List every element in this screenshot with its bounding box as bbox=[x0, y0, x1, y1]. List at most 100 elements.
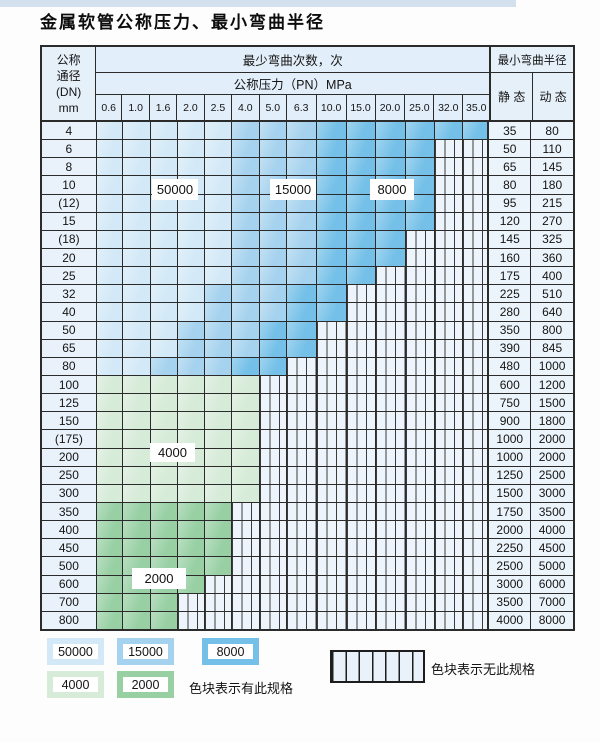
pressure-cell bbox=[232, 230, 261, 248]
dynamic-radius-cell: 2000 bbox=[531, 448, 574, 466]
pressure-cell bbox=[405, 375, 435, 394]
scan-edge-strip bbox=[0, 0, 516, 7]
pressure-cell bbox=[316, 593, 347, 611]
pressure-cell bbox=[346, 448, 376, 466]
pressure-cell bbox=[177, 394, 206, 412]
dn-cell: 6 bbox=[42, 140, 97, 158]
pressure-cell bbox=[463, 412, 490, 430]
overlay-label-2000: 2000 bbox=[132, 568, 186, 589]
table-row: 65 390 845 bbox=[42, 339, 574, 358]
pressure-cell bbox=[150, 466, 178, 484]
pressure-tick: 15.0 bbox=[347, 95, 376, 120]
dynamic-radius-cell: 3500 bbox=[531, 502, 574, 521]
pressure-cell bbox=[260, 248, 288, 267]
pressure-cell bbox=[177, 248, 206, 267]
pressure-cell bbox=[260, 230, 288, 248]
pressure-cell bbox=[232, 412, 261, 430]
pressure-cell bbox=[405, 502, 435, 521]
pressure-cell bbox=[375, 140, 406, 158]
dn-cell: 10 bbox=[42, 176, 97, 194]
pressure-cell bbox=[405, 321, 435, 339]
pressure-cell bbox=[434, 466, 464, 484]
pressure-cell bbox=[316, 394, 347, 412]
dn-cell: 150 bbox=[42, 412, 97, 430]
static-radius-cell: 1000 bbox=[489, 448, 532, 466]
pressure-cell bbox=[260, 448, 288, 466]
pressure-cell bbox=[232, 357, 261, 375]
dn-cell: 350 bbox=[42, 502, 97, 521]
static-radius-cell: 350 bbox=[489, 321, 532, 339]
pressure-cell bbox=[405, 557, 435, 575]
pressure-cell bbox=[96, 539, 123, 557]
pressure-cell bbox=[232, 557, 261, 575]
pressure-cell bbox=[96, 375, 123, 394]
dynamic-radius-cell: 2500 bbox=[531, 466, 574, 484]
static-radius-cell: 225 bbox=[489, 285, 532, 303]
pressure-cell bbox=[463, 303, 490, 321]
pressure-cell bbox=[122, 303, 151, 321]
pressure-cell bbox=[316, 521, 347, 539]
pressure-cell bbox=[177, 303, 206, 321]
pressure-cell bbox=[205, 484, 233, 502]
pressure-cell bbox=[122, 412, 151, 430]
pressure-cell bbox=[316, 285, 347, 303]
static-radius-cell: 50 bbox=[489, 140, 532, 158]
static-radius-cell: 1250 bbox=[489, 466, 532, 484]
dn-header-line: mm bbox=[58, 100, 79, 115]
pressure-cell bbox=[205, 339, 233, 357]
static-dynamic-header: 静 态 动 态 bbox=[491, 73, 573, 120]
pressure-cell bbox=[316, 321, 347, 339]
pressure-cell bbox=[287, 412, 317, 430]
pressure-cell bbox=[205, 412, 233, 430]
pressure-cell bbox=[405, 140, 435, 158]
table-row: 450 2250 4500 bbox=[42, 539, 574, 558]
pressure-cell bbox=[232, 466, 261, 484]
pressure-cell bbox=[346, 357, 376, 375]
pressure-cell bbox=[287, 611, 317, 629]
pressure-cell bbox=[316, 176, 347, 194]
pressure-cell bbox=[434, 321, 464, 339]
pressure-cell bbox=[405, 466, 435, 484]
pressure-cell bbox=[463, 521, 490, 539]
pressure-cell bbox=[463, 575, 490, 593]
static-radius-cell: 4000 bbox=[489, 611, 532, 629]
pressure-cell bbox=[463, 484, 490, 502]
pressure-cell bbox=[260, 521, 288, 539]
pressure-cell bbox=[316, 575, 347, 593]
pressure-cell bbox=[463, 557, 490, 575]
pressure-cell bbox=[287, 575, 317, 593]
static-radius-cell: 480 bbox=[489, 357, 532, 375]
pressure-cell bbox=[150, 521, 178, 539]
pressure-cell bbox=[205, 267, 233, 285]
pressure-cell bbox=[260, 412, 288, 430]
dynamic-radius-cell: 4000 bbox=[531, 521, 574, 539]
dynamic-radius-cell: 1500 bbox=[531, 394, 574, 412]
legend-swatch-2000: 2000 bbox=[117, 671, 174, 698]
pressure-cell bbox=[316, 194, 347, 212]
pressure-cell bbox=[463, 140, 490, 158]
pressure-cell bbox=[287, 140, 317, 158]
pressure-cell bbox=[96, 466, 123, 484]
dn-cell: 8 bbox=[42, 158, 97, 176]
static-radius-cell: 1500 bbox=[489, 484, 532, 502]
table-header: 公称 通径 (DN) mm 最少弯曲次数，次 公称压力（PN）MPa 0.6 1.… bbox=[42, 47, 573, 122]
pressure-cell bbox=[177, 539, 206, 557]
pressure-cell bbox=[463, 230, 490, 248]
dynamic-radius-cell: 8000 bbox=[531, 611, 574, 629]
dynamic-radius-cell: 110 bbox=[531, 140, 574, 158]
pressure-tick: 0.6 bbox=[96, 95, 123, 120]
pressure-cell bbox=[96, 611, 123, 629]
pressure-cell bbox=[287, 122, 317, 140]
pressure-cell bbox=[205, 176, 233, 194]
pressure-cell bbox=[287, 430, 317, 448]
legend-has-spec-note: 色块表示有此规格 bbox=[189, 681, 294, 696]
pressure-cell bbox=[122, 285, 151, 303]
pressure-cell bbox=[434, 176, 464, 194]
pressure-cell bbox=[346, 466, 376, 484]
static-radius-cell: 2250 bbox=[489, 539, 532, 557]
legend-swatch-8000: 8000 bbox=[202, 638, 259, 665]
dn-cell: 15 bbox=[42, 212, 97, 230]
pressure-cell bbox=[316, 267, 347, 285]
pressure-cell bbox=[205, 321, 233, 339]
table-row: 800 4000 8000 bbox=[42, 611, 574, 629]
